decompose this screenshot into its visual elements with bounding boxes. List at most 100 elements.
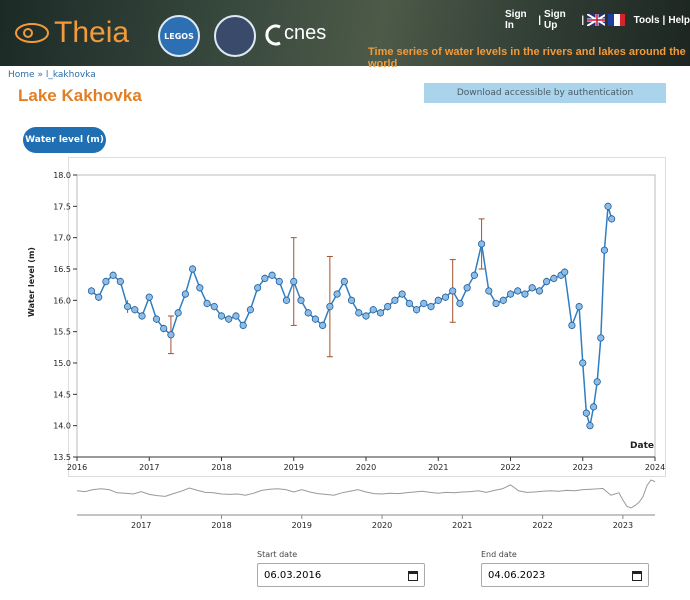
data-point <box>333 290 341 298</box>
data-point <box>102 277 110 286</box>
data-point <box>290 277 298 286</box>
legos-logo: LEGOS <box>158 15 200 57</box>
y-tick-label: 18.0 <box>53 171 71 180</box>
x-tick-label: 2023 <box>573 463 593 472</box>
end-date: 04.06.2023 <box>488 569 546 581</box>
y-tick-label: 14.0 <box>53 422 71 431</box>
data-point <box>160 324 168 333</box>
data-point <box>311 315 320 323</box>
data-point <box>405 299 413 308</box>
data-point <box>492 299 500 308</box>
data-point <box>174 309 182 317</box>
data-point <box>391 296 399 304</box>
data-point <box>463 284 471 292</box>
data-point <box>225 315 233 323</box>
data-point <box>152 315 161 323</box>
separator: | <box>662 14 666 26</box>
flag-fr[interactable] <box>608 14 625 26</box>
eye-icon <box>15 23 49 43</box>
flag-uk[interactable] <box>587 14 606 26</box>
data-point <box>246 306 254 314</box>
data-point <box>499 296 507 304</box>
data-point <box>441 293 450 301</box>
header: Theia LEGOS cnes Sign In | Sign Up | Too… <box>0 0 690 70</box>
separator: | <box>538 14 542 26</box>
data-point <box>355 309 363 317</box>
data-point <box>514 287 522 295</box>
start-date-input[interactable]: 06.03.2016 <box>257 563 425 587</box>
data-point <box>217 312 226 320</box>
data-point <box>210 302 218 311</box>
data-point <box>145 293 153 301</box>
data-point <box>535 287 544 295</box>
theia-logo: Theia <box>54 16 130 49</box>
separator: » <box>37 70 43 80</box>
separator: | <box>581 14 585 26</box>
chart-panel <box>68 157 666 477</box>
chart: Water level (m) Date 13.5 14.0 14.5 15.0 15.… <box>27 171 665 530</box>
data-point <box>347 296 356 304</box>
y-tick-label: 13.5 <box>53 453 71 462</box>
data-point <box>600 246 609 254</box>
data-point <box>427 302 435 311</box>
tagline: Time series of water levels in the river… <box>368 46 686 70</box>
home-link[interactable]: Home <box>8 70 35 80</box>
data-point <box>589 403 598 411</box>
cnes-icon <box>265 24 281 46</box>
data-point <box>449 287 457 295</box>
data-point <box>434 296 442 304</box>
navigator-tick-label: 2021 <box>452 521 472 530</box>
data-point <box>297 296 305 304</box>
data-point <box>131 306 139 314</box>
y-tick-label: 15.5 <box>53 328 71 337</box>
data-point <box>485 287 493 295</box>
data-point <box>138 312 146 320</box>
emblem <box>214 15 256 57</box>
x-axis-label: Date <box>630 441 654 451</box>
data-point <box>109 271 117 279</box>
data-point <box>196 284 204 292</box>
data-point <box>116 277 124 286</box>
y-tick-label: 14.5 <box>53 390 71 399</box>
data-point <box>398 290 406 298</box>
sign-up[interactable]: Sign Up <box>544 9 566 31</box>
help[interactable]: Help <box>668 14 690 26</box>
data-point <box>87 287 96 295</box>
data-point <box>189 265 197 273</box>
tools[interactable]: Tools <box>633 14 660 26</box>
y-tick-label: 16.5 <box>53 265 71 274</box>
breadcrumb: Home » l_kakhovka <box>8 70 96 80</box>
data-point <box>579 359 587 367</box>
data-point <box>470 271 478 279</box>
data-point <box>362 312 370 320</box>
data-point <box>268 271 276 279</box>
end-date-input[interactable]: 04.06.2023 <box>481 563 649 587</box>
tab[interactable]: Water level (m) <box>23 127 106 153</box>
data-point <box>95 293 103 301</box>
calendar-icon[interactable] <box>408 570 418 581</box>
data-point <box>521 290 529 298</box>
top-links: Sign In | Sign Up | Tools | Help <box>505 9 690 31</box>
y-tick-label: 16.0 <box>53 296 71 305</box>
navigator-tick-label: 2019 <box>292 521 312 530</box>
data-point <box>586 422 594 430</box>
end-label: End date <box>481 550 517 559</box>
calendar-icon[interactable] <box>632 570 642 581</box>
data-point <box>384 302 392 311</box>
data-point <box>543 277 551 286</box>
x-tick-label: 2017 <box>139 463 159 472</box>
y-tick-label: 17.5 <box>53 202 71 211</box>
y-tick-label: 17.0 <box>53 234 71 243</box>
data-point <box>369 306 377 314</box>
y-axis-label: Water level (m) <box>27 247 36 317</box>
data-point <box>123 302 132 311</box>
navigator-tick-label: 2017 <box>131 521 151 530</box>
data-point <box>232 312 240 320</box>
data-point <box>326 302 334 311</box>
start-label: Start date <box>257 550 298 559</box>
navigator-tick-label: 2022 <box>532 521 552 530</box>
sign-in[interactable]: Sign In <box>505 9 527 31</box>
data-point <box>282 296 291 304</box>
download-button[interactable]: Download accessible by authentication <box>424 83 666 103</box>
x-tick-label: 2018 <box>211 463 231 472</box>
